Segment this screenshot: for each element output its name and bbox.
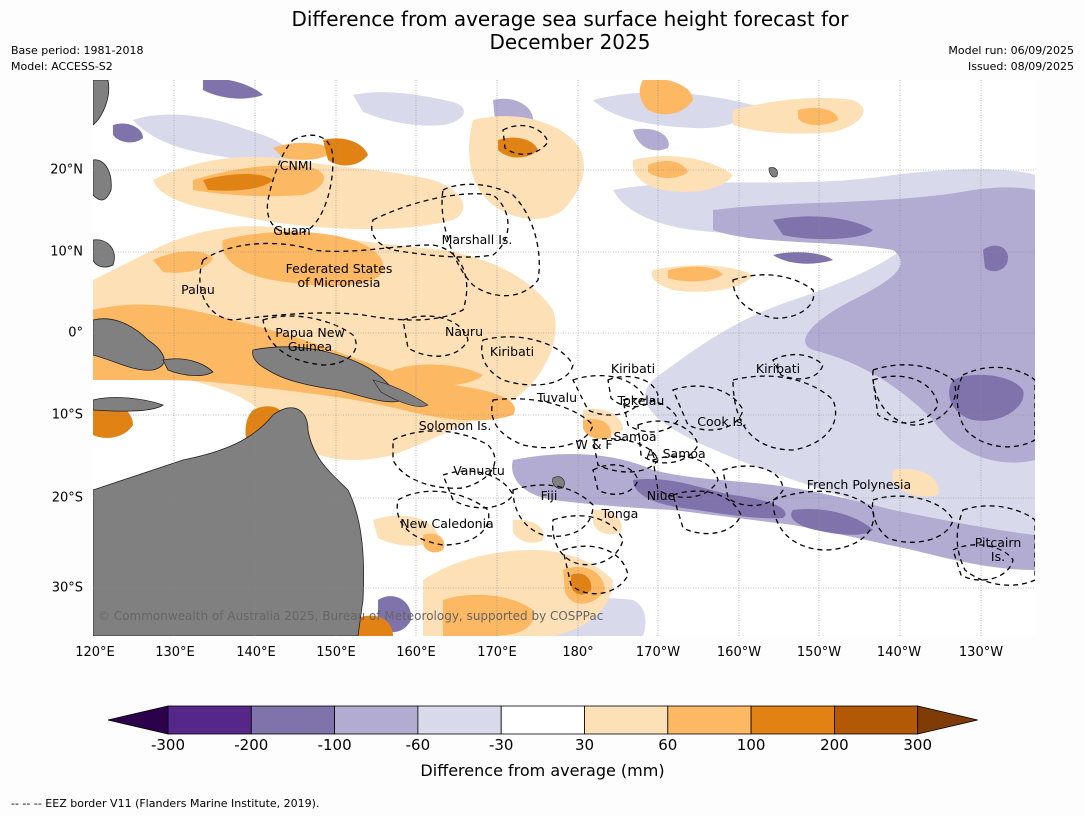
place-label-french-polynesia: French Polynesia <box>806 477 912 492</box>
meta-left: Base period: 1981-2018 Model: ACCESS-S2 <box>11 43 143 75</box>
colorbar-tick-label: -100 <box>317 736 352 754</box>
lat-tick: 20°N <box>50 162 83 178</box>
lon-tick: 130°E <box>155 645 195 660</box>
model-name: Model: ACCESS-S2 <box>11 60 113 73</box>
place-label-fsm: Federated States of Micronesia <box>285 261 393 290</box>
colorbar-swatch <box>500 705 585 735</box>
lat-tick: 30°S <box>51 580 83 596</box>
place-label-tonga: Tonga <box>601 506 639 521</box>
place-label-marshall: Marshall Is. <box>441 232 513 247</box>
lon-tick: 180° <box>562 645 594 660</box>
lat-tick: 10°N <box>50 244 83 260</box>
place-label-american-samoa: A. Samoa <box>646 446 706 461</box>
colorbar-swatch <box>167 705 252 735</box>
colorbar-swatch <box>750 705 835 735</box>
lon-tick: 170°E <box>477 645 517 660</box>
lat-tick: 10°S <box>51 407 83 423</box>
title-line-2: December 2025 <box>489 30 651 54</box>
eez-footnote: -- -- -- EEZ border V11 (Flanders Marine… <box>11 797 320 810</box>
place-label-vanuatu: Vanuatu <box>453 463 505 478</box>
colorbar-tick-label: -300 <box>150 736 186 754</box>
place-label-nauru: Nauru <box>445 324 483 339</box>
lon-tick: 150°E <box>316 645 356 660</box>
colorbar-swatch <box>417 705 502 735</box>
colorbar-swatches <box>107 705 978 735</box>
place-label-fiji: Fiji <box>540 488 558 503</box>
issued-date: Issued: 08/09/2025 <box>967 60 1074 73</box>
land-masses <box>93 80 778 636</box>
lon-tick: 140°W <box>876 645 922 660</box>
place-label-new-caledonia: New Caledonia <box>400 516 494 531</box>
copyright-notice: © Commonwealth of Australia 2025, Bureau… <box>98 609 604 623</box>
model-run: Model run: 06/09/2025 <box>948 44 1074 57</box>
colorbar-tick-label: 300 <box>903 736 933 754</box>
colorbar-tick-label: 30 <box>574 736 595 754</box>
colorbar-tick-label: 60 <box>658 736 678 754</box>
place-label-png: Papua New Guinea <box>275 325 345 354</box>
colorbar-swatch <box>667 705 752 735</box>
place-label-guam: Guam <box>273 223 311 238</box>
lon-tick: 120°E <box>75 645 115 660</box>
eez-borders <box>199 125 1035 595</box>
lat-tick: 20°S <box>51 490 83 506</box>
meta-right: Model run: 06/09/2025 Issued: 08/09/2025 <box>948 43 1074 75</box>
base-period: Base period: 1981-2018 <box>11 44 144 57</box>
chart-title: Difference from average sea surface heig… <box>0 8 1085 54</box>
lat-tick: 0° <box>68 325 83 341</box>
colorbar-swatch <box>584 705 669 735</box>
place-label-tuvalu: Tuvalu <box>536 390 578 405</box>
place-label-cnmi: CNMI <box>279 158 313 173</box>
colorbar-extend-high <box>917 705 978 735</box>
map-panel <box>93 80 1035 636</box>
colorbar-tick-label: -30 <box>488 736 514 754</box>
colorbar-swatch <box>334 705 419 735</box>
colorbar-tick-label: -200 <box>234 736 269 754</box>
lon-tick: 150°W <box>796 645 842 660</box>
colorbar <box>107 705 978 739</box>
place-label-samoa: Samoa <box>613 429 657 444</box>
place-label-solomon: Solomon Is. <box>418 418 492 433</box>
lon-tick: 130°W <box>958 645 1004 660</box>
colorbar-tick-label: 200 <box>820 736 849 754</box>
place-label-wallis-futuna: W & F <box>575 437 613 452</box>
colorbar-swatch <box>250 705 336 735</box>
place-label-kiribati-central: Kiribati <box>610 361 656 376</box>
place-label-palau: Palau <box>181 282 215 297</box>
colorbar-label: Difference from average (mm) <box>420 761 665 780</box>
graticule <box>93 80 1035 636</box>
place-label-pitcairn: Pitcairn Is. <box>974 535 1022 564</box>
lon-tick: 170°W <box>635 645 681 660</box>
colorbar-swatch <box>834 705 919 735</box>
title-line-1: Difference from average sea surface heig… <box>291 7 849 31</box>
place-label-niue: Niue <box>646 488 676 503</box>
colorbar-extend-low <box>107 705 169 735</box>
lon-tick: 160°W <box>716 645 762 660</box>
place-label-tokelau: Tokelau <box>617 393 665 408</box>
lon-tick: 140°E <box>236 645 276 660</box>
place-label-kiribati-west: Kiribati <box>489 344 535 359</box>
lon-tick: 160°E <box>396 645 436 660</box>
place-label-kiribati-east: Kiribati <box>755 361 801 376</box>
map-canvas <box>93 80 1035 636</box>
colorbar-tick-label: -60 <box>405 736 431 754</box>
colorbar-tick-label: 100 <box>736 736 766 754</box>
place-label-cook-islands: Cook Is. <box>697 414 747 429</box>
